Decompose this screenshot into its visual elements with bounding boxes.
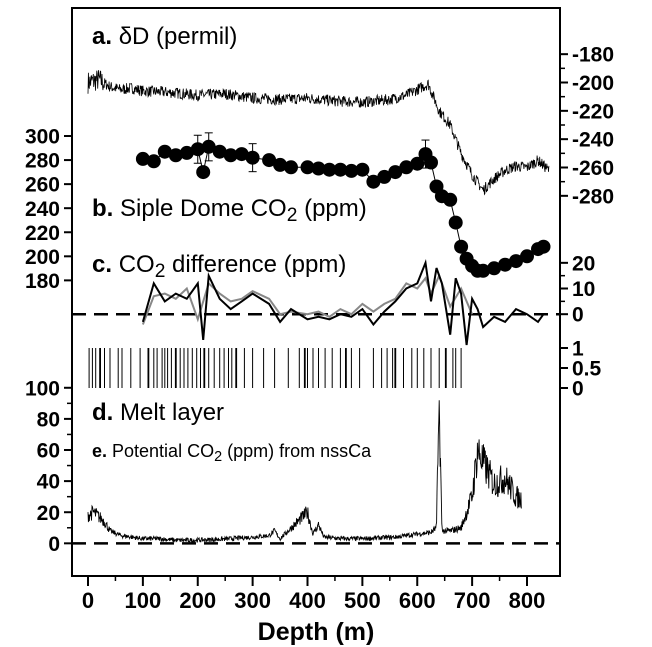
- x-tick-label: 600: [399, 588, 436, 613]
- co2-point: [146, 154, 161, 169]
- y-tick-label-b: 240: [25, 198, 60, 221]
- zero-lines: [72, 312, 560, 545]
- y-tick-label-b: 300: [25, 126, 60, 149]
- deltaD-series-line: [87, 70, 550, 196]
- y-tick-label-a: -260: [572, 157, 614, 180]
- co2-point: [190, 142, 205, 157]
- y-tick-label-melt: 0: [572, 378, 584, 401]
- y-tick-label-b: 180: [25, 270, 60, 293]
- co2-point: [344, 163, 359, 178]
- y-tick-label-d_e: 80: [37, 408, 60, 431]
- co2-point: [157, 144, 172, 159]
- x-tick-label: 800: [509, 588, 546, 613]
- panel-d-title: d. Melt layer: [92, 399, 224, 426]
- co2-point: [448, 215, 463, 230]
- co2-point: [388, 165, 403, 180]
- co2-point: [223, 148, 238, 163]
- panel-titles: a. δD (permil) b. Siple Dome CO2 (ppm) c. …: [92, 23, 372, 465]
- y-tick-label-c: 20: [572, 252, 595, 275]
- co2-point: [135, 151, 150, 166]
- panel-a-deltaD: [87, 70, 550, 196]
- x-tick-label: 700: [454, 588, 491, 613]
- co2-point: [333, 162, 348, 177]
- co2-point: [424, 155, 438, 170]
- co2-point: [322, 162, 337, 177]
- co2-point: [454, 239, 469, 254]
- y-tick-label-d_e: 20: [37, 502, 60, 525]
- co2-point: [476, 263, 491, 278]
- co2-point: [311, 161, 326, 176]
- y-tick-label-b: 280: [25, 150, 60, 173]
- co2-point: [377, 169, 392, 184]
- y-tick-label-d_e: 40: [37, 471, 60, 494]
- y-tick-label-a: -200: [572, 72, 614, 95]
- panel-e-title: e. Potential CO2 (ppm) from nssCa: [92, 441, 372, 465]
- y-tick-label-d_e: 0: [48, 533, 60, 556]
- co2-difference-series-1: [141, 258, 545, 346]
- co2-point: [399, 160, 414, 175]
- x-tick-label: 100: [125, 588, 162, 613]
- co2-point: [179, 145, 194, 160]
- co2-point: [355, 162, 370, 177]
- y-tick-label-d_e: 60: [37, 440, 60, 463]
- co2-point: [509, 254, 523, 269]
- co2-point: [366, 174, 381, 189]
- x-axis-label: Depth (m): [258, 618, 375, 646]
- co2-point: [536, 239, 551, 254]
- panel-a-title: a. δD (permil): [92, 23, 237, 50]
- panel-d-e-melt-nssca: [87, 400, 522, 544]
- co2-difference-series-2: [141, 273, 474, 325]
- co2-point: [410, 156, 425, 171]
- co2-point: [520, 249, 534, 264]
- y-tick-label-d_e: 100: [25, 377, 60, 400]
- y-tick-label-b: 260: [25, 174, 60, 197]
- panel-c-co2-difference: [141, 258, 545, 346]
- co2-point: [273, 157, 288, 172]
- co2-point: [284, 160, 298, 175]
- panel-c-title: c. CO2 difference (ppm): [92, 251, 346, 282]
- y-tick-label-a: -240: [572, 129, 614, 152]
- y-tick-label-a: -180: [572, 44, 614, 67]
- y-tick-label-b: 220: [25, 222, 60, 245]
- co2-point: [443, 192, 458, 207]
- x-tick-label: 400: [289, 588, 326, 613]
- nssca-co2-series-line: [87, 400, 522, 544]
- x-tick-label: 200: [179, 588, 216, 613]
- y-tick-label-melt: 1: [572, 338, 584, 361]
- co2-point: [262, 153, 277, 168]
- panel-melt-events: [88, 348, 462, 388]
- co2-point: [234, 147, 249, 162]
- co2-point: [168, 148, 183, 163]
- co2-point: [245, 150, 260, 165]
- y-tick-label-a: -280: [572, 185, 614, 208]
- co2-point: [201, 139, 216, 154]
- panel-b-title: b. Siple Dome CO2 (ppm): [92, 195, 367, 226]
- y-tick-label-a: -220: [572, 100, 614, 123]
- x-tick-label: 300: [234, 588, 271, 613]
- co2-point: [487, 261, 502, 276]
- co2-point: [498, 257, 513, 272]
- co2-point: [212, 144, 227, 159]
- y-tick-label-c: 0: [572, 304, 584, 327]
- x-tick-label: 0: [82, 588, 94, 613]
- y-tick-label-melt: 0.5: [572, 358, 602, 381]
- axes: 0 100 200 300 400 500 600 700 800-180-200-220-24…: [25, 44, 614, 613]
- co2-point: [300, 160, 315, 175]
- y-tick-label-b: 200: [25, 246, 60, 269]
- co2-point: [196, 165, 211, 180]
- y-tick-label-c: 10: [572, 278, 595, 301]
- x-tick-label: 500: [344, 588, 381, 613]
- panel-b-co2: [135, 132, 551, 278]
